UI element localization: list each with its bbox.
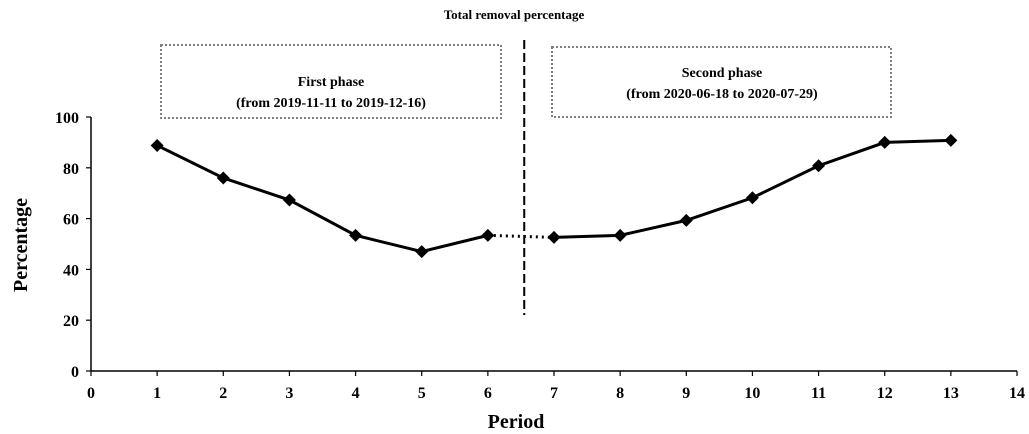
x-tick-label: 7 bbox=[550, 385, 558, 402]
data-point-marker bbox=[812, 159, 826, 173]
data-point-marker bbox=[613, 228, 627, 242]
data-point-marker bbox=[745, 191, 759, 205]
data-point-marker bbox=[349, 228, 363, 242]
x-tick-label: 1 bbox=[153, 385, 161, 402]
first-phase-title: First phase bbox=[298, 75, 365, 90]
y-axis-label: Percentage bbox=[10, 198, 32, 292]
x-tick-label: 14 bbox=[1009, 385, 1025, 402]
x-tick-label: 2 bbox=[219, 385, 227, 402]
x-tick-label: 12 bbox=[877, 385, 893, 402]
plot-area bbox=[150, 40, 958, 315]
second-phase-box bbox=[551, 46, 892, 118]
series-line-gap-dotted bbox=[487, 233, 555, 239]
chart-title: Total removal percentage bbox=[444, 7, 585, 22]
data-point-marker bbox=[547, 230, 561, 244]
x-tick-label: 6 bbox=[484, 385, 492, 402]
y-tick-label: 80 bbox=[63, 161, 79, 178]
x-tick-label: 3 bbox=[285, 385, 293, 402]
first-phase-box bbox=[160, 44, 502, 119]
data-point-marker bbox=[216, 171, 230, 185]
x-axis-label: Period bbox=[488, 411, 545, 433]
data-point-marker bbox=[944, 133, 958, 147]
x-tick-label: 13 bbox=[943, 385, 959, 402]
series-line-second-phase bbox=[553, 138, 951, 239]
x-tick-label: 4 bbox=[352, 385, 360, 402]
data-point-marker bbox=[481, 228, 495, 242]
series-line-first-phase bbox=[156, 144, 489, 254]
second-phase-dates: (from 2020-06-18 to 2020-07-29) bbox=[626, 87, 818, 102]
x-tick-label: 0 bbox=[87, 385, 95, 402]
y-tick-label: 20 bbox=[63, 313, 79, 330]
data-point-marker bbox=[679, 213, 693, 227]
y-tick-label: 40 bbox=[63, 262, 79, 279]
y-tick-label: 60 bbox=[63, 212, 79, 229]
second-phase-title: Second phase bbox=[682, 66, 763, 81]
x-tick-label: 10 bbox=[744, 385, 760, 402]
data-point-marker bbox=[415, 245, 429, 259]
y-tick-label: 100 bbox=[55, 110, 79, 127]
x-tick-label: 9 bbox=[682, 385, 690, 402]
data-point-marker bbox=[150, 138, 164, 152]
x-tick-label: 5 bbox=[418, 385, 426, 402]
phase-annotations: First phase (from 2019-11-11 to 2019-12-… bbox=[160, 44, 892, 119]
x-tick-label: 11 bbox=[811, 385, 826, 402]
first-phase-dates: (from 2019-11-11 to 2019-12-16) bbox=[236, 96, 426, 111]
data-point-marker bbox=[878, 135, 892, 149]
x-tick-label: 8 bbox=[616, 385, 624, 402]
y-tick-label: 0 bbox=[71, 364, 79, 381]
data-point-marker bbox=[282, 193, 296, 207]
